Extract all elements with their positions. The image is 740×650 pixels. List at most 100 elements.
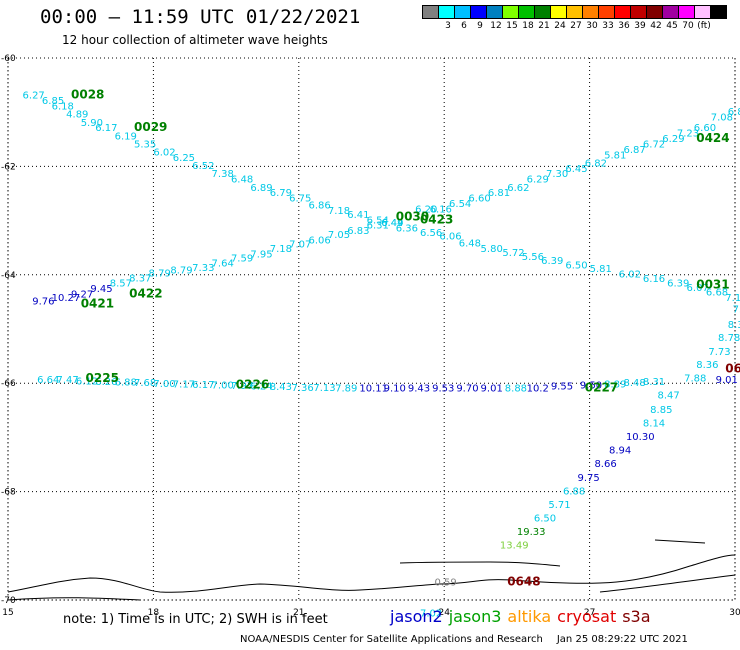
lon-tick-label: 24 (438, 608, 450, 618)
swh-value-label: 7.2 (733, 305, 740, 316)
swh-value-label: 6.39 (667, 279, 689, 290)
lon-tick-label: 15 (2, 608, 13, 618)
swh-value-label: 6.56 (420, 228, 442, 239)
lat-tick-label: -64 (1, 271, 16, 281)
swh-value-label: 6.54 (367, 215, 389, 226)
legend-label: 42 (650, 21, 662, 31)
pass-time-label: 0029 (134, 120, 167, 134)
pass-time-label: 0648 (507, 574, 540, 588)
legend-label: 30 (586, 21, 598, 31)
swh-value-label: 6.24 (250, 382, 272, 393)
swh-value-label: 6.87 (624, 145, 646, 156)
swh-value-label: 9.10 (384, 383, 406, 394)
swh-value-label: 7.00 (212, 381, 234, 392)
swh-value-label: 6.17 (192, 380, 214, 391)
swh-value-label: 10.2 (527, 383, 549, 394)
legend-label: 24 (554, 21, 566, 31)
swh-value-label: 9.70 (456, 383, 478, 394)
swh-value-label: 7.18 (270, 244, 292, 255)
legend-label: 18 (522, 21, 534, 31)
swh-value-label: 19.33 (517, 527, 546, 538)
swh-value-label: 6.17 (95, 123, 117, 134)
swh-value-label: 8.79 (170, 266, 192, 277)
generated-time: Jan 25 08:29:22 UTC 2021 (556, 634, 688, 645)
map-frame (7, 57, 736, 601)
swh-value-label: 7.89 (335, 383, 357, 394)
swh-value-label: 8.79 (149, 268, 171, 279)
pass-time-label: 0028 (71, 88, 104, 102)
swh-value-label: 6.39 (541, 256, 563, 267)
legend-label: 70 (682, 21, 694, 31)
swh-value-label: 9.53 (432, 383, 454, 394)
lat-tick-label: -60 (1, 54, 16, 64)
swh-value-label: 6.50 (534, 513, 556, 524)
swh-value-label: 8.43 (270, 382, 292, 393)
swh-value-label: 6.88 (115, 377, 137, 388)
swh-value-label: 7.97 (231, 381, 253, 392)
pass-time-label: 0422 (129, 287, 162, 301)
swh-value-label: 6.20 (415, 204, 437, 215)
swh-value-label: 7.30 (546, 169, 568, 180)
coastline (399, 561, 561, 567)
coastline (7, 554, 736, 593)
legend-label: 6 (461, 21, 467, 31)
swh-value-label: 6.29 (662, 134, 684, 145)
page-subtitle: 12 hour collection of altimeter wave hei… (62, 33, 328, 47)
swh-value-label: 7.18 (328, 206, 350, 217)
swh-value-label: 9.50 (580, 381, 602, 392)
swh-value-label: 6.60 (694, 123, 716, 134)
swh-value-label: 7.00 (153, 379, 175, 390)
swh-value-label: 8.47 (657, 390, 679, 401)
swh-value-label: 6.72 (643, 139, 665, 150)
legend-label: 15 (506, 21, 518, 31)
swh-value-label: 4.89 (66, 110, 88, 121)
legend-label: 39 (634, 21, 646, 31)
swh-value-label: 8.78 (718, 333, 740, 344)
swh-value-label: 9.43 (408, 383, 430, 394)
swh-value-label: 9.01 (716, 375, 738, 386)
satellite-name-cryosat: cryosat (557, 607, 617, 626)
swh-value-label: 6.89 (250, 183, 272, 194)
swh-value-label: 6.68 (706, 287, 728, 298)
satellite-name-s3a: s3a (622, 607, 651, 626)
credit-text: NOAA/NESDIS Center for Satellite Applica… (240, 634, 543, 645)
swh-value-label: 7.95 (250, 249, 272, 260)
swh-value-label: 6.62 (507, 183, 529, 194)
swh-value-label: 0.59 (435, 577, 457, 588)
page-title: 00:00 – 11:59 UTC 01/22/2021 (40, 6, 361, 28)
pass-time-label: 0227 (585, 380, 618, 394)
swh-value-label: 8.89 (604, 380, 626, 391)
swh-value-label: 7.07 (289, 240, 311, 251)
lat-tick-label: -66 (1, 379, 16, 389)
pass-time-label: 0225 (86, 371, 119, 385)
swh-value-label: 6.07 (687, 283, 709, 294)
swh-value-label: 6.81 (488, 188, 510, 199)
swh-value-label: 6.06 (308, 235, 330, 246)
lon-tick-label: 18 (148, 608, 160, 618)
swh-value-label: 7.38 (212, 169, 234, 180)
swh-value-label: 5.81 (590, 264, 612, 275)
lat-tick-label: -70 (1, 596, 16, 606)
swh-value-label: 6.18 (52, 101, 74, 112)
legend-label: 12 (490, 21, 502, 31)
swh-value-label: 5.56 (522, 252, 544, 263)
swh-value-label: 6.27 (23, 91, 45, 102)
swh-value-label: 5.72 (502, 248, 524, 259)
swh-value-label: 6.19 (115, 131, 137, 142)
swh-value-label: 6.31 (367, 221, 389, 232)
swh-value-label: 6.16 (430, 204, 452, 215)
lon-tick-label: 27 (584, 608, 595, 618)
swh-value-label: 6.26 (95, 377, 117, 388)
swh-value-label: 8.37 (129, 273, 151, 284)
swh-value-label: 7.23 (677, 129, 699, 140)
swh-value-label: 6.12 (76, 376, 98, 387)
satellite-name-jason2: jason2 (390, 607, 443, 626)
swh-value-label: 6.48 (231, 175, 253, 186)
swh-value-label: 6.29 (527, 175, 549, 186)
swh-value-label: 6.52 (192, 161, 214, 172)
swh-value-label: 6.02 (153, 148, 175, 159)
legend-label: 45 (666, 21, 678, 31)
swh-value-label: 6.44 (381, 218, 403, 229)
satellite-legend: jason2 jason3 altika cryosat s3a (390, 607, 657, 626)
